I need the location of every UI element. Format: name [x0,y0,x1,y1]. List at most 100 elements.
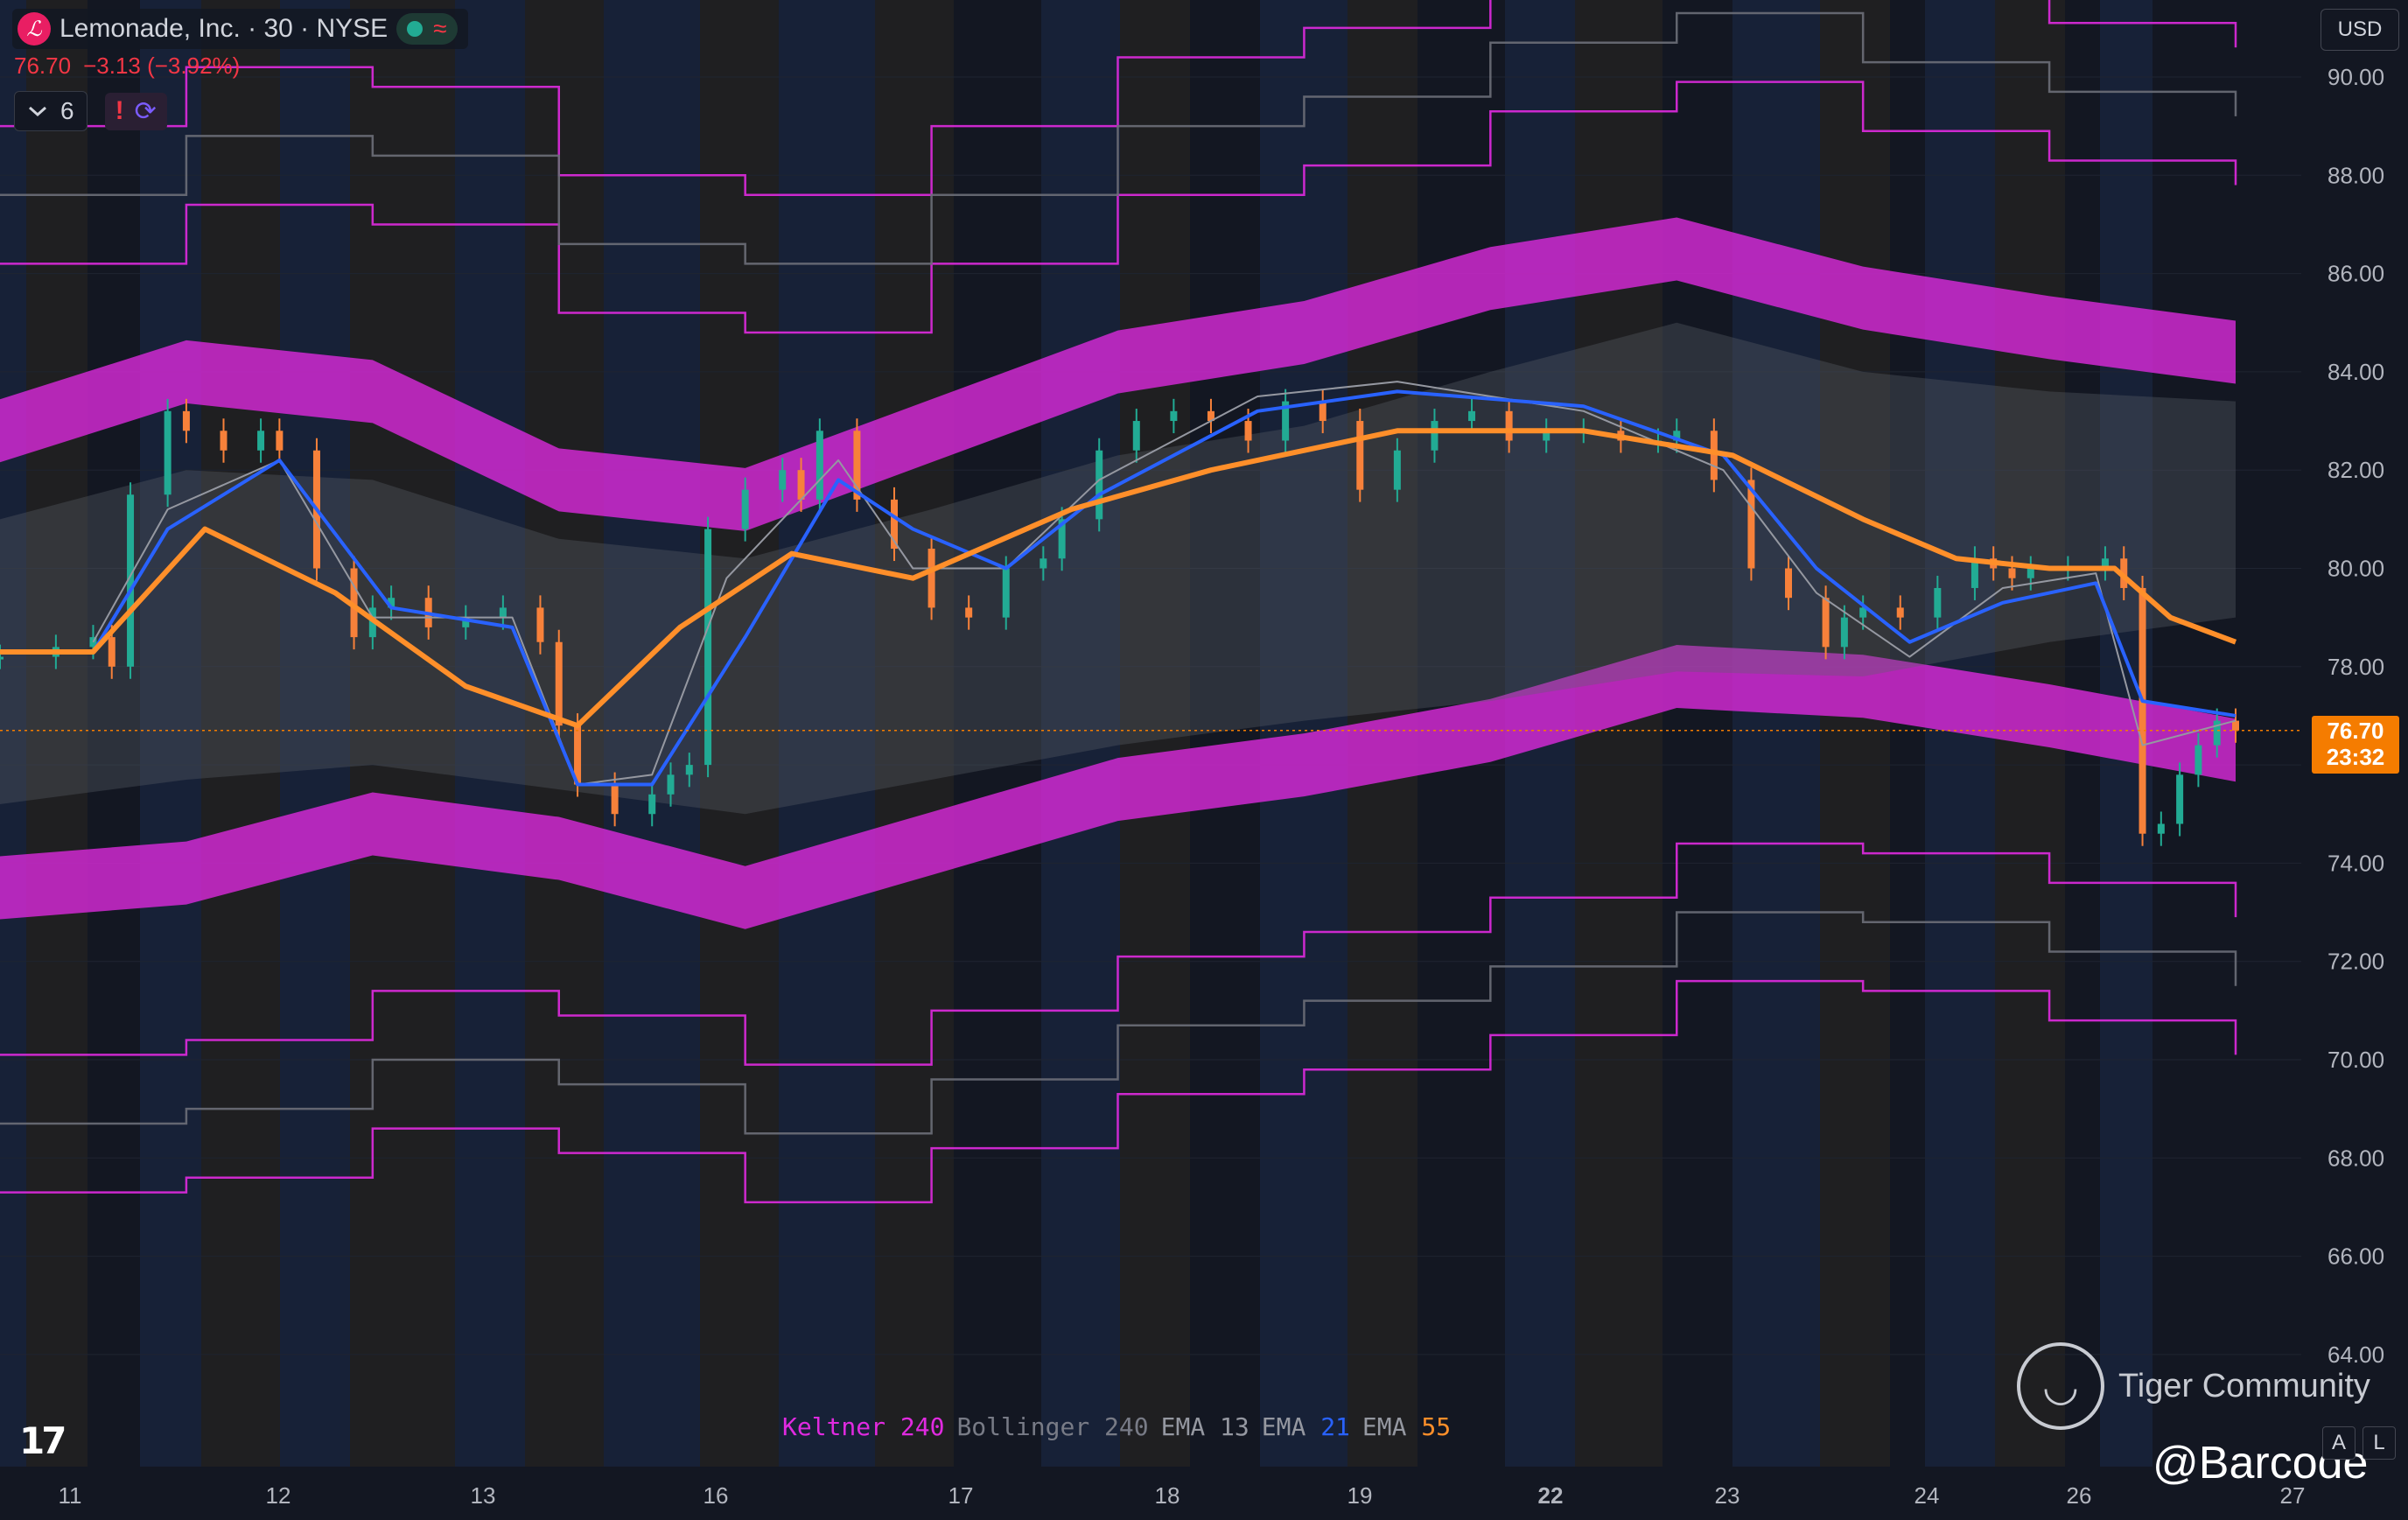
time-axis-background [0,1467,2408,1520]
time-tick-8: 23 [1715,1482,1740,1509]
legend-item-2[interactable]: EMA 13 [1161,1412,1250,1441]
candle-body-69 [2157,823,2165,834]
candle-body-42 [1319,401,1326,422]
time-tick-4: 17 [948,1482,974,1509]
candle-body-48 [1543,431,1550,441]
time-tick-1: 12 [266,1482,291,1509]
log-scale-button[interactable]: L [2362,1426,2396,1460]
candle-body-27 [797,470,805,500]
time-tick-6: 19 [1348,1482,1373,1509]
candle-body-36 [1096,450,1103,520]
candle-body-44 [1393,450,1401,490]
candle-body-63 [2008,568,2016,578]
time-tick-0: 11 [59,1482,82,1509]
price-tick-13: 64.00 [2328,1341,2384,1368]
tradingview-logo-icon[interactable]: 17 [19,1419,66,1462]
candle-body-52 [1673,431,1681,441]
candle-body-73 [2232,720,2239,731]
watermark-brand: Tiger Community [2118,1367,2370,1404]
price-tick-11: 68.00 [2328,1145,2384,1171]
candle-body-37 [1132,421,1140,451]
candle-body-11 [350,568,358,638]
candle-body-68 [2138,587,2146,834]
candle-body-33 [1002,568,1010,618]
candle-body-41 [1282,401,1290,441]
price-tick-2: 86.00 [2328,261,2384,287]
legend-item-0[interactable]: Keltner 240 [782,1412,944,1441]
candle-body-4 [127,494,135,667]
candle-body-29 [853,431,861,500]
market-status-pill[interactable]: ≈ [396,13,458,45]
candle-body-47 [1505,410,1513,441]
legend-name: EMA [1160,1412,1206,1441]
candle-body-19 [574,725,582,785]
legend-item-4[interactable]: EMA 55 [1362,1412,1451,1441]
session-band-1 [26,0,88,1467]
legend-name: Keltner [782,1412,886,1441]
legend-name: Bollinger [956,1412,1090,1441]
price-tick-12: 66.00 [2328,1243,2384,1270]
alert-warning-icon[interactable]: ! [115,96,124,125]
candle-body-64 [2026,568,2034,578]
market-open-dot-icon [407,21,424,37]
legend-param: 21 [1306,1412,1350,1441]
candle-body-7 [220,431,228,451]
keltner-lower-fill [0,645,2236,929]
legend-param: 13 [1205,1412,1250,1441]
alerts-group[interactable]: ! ⟳ [104,92,167,130]
legend-item-1[interactable]: Bollinger 240 [956,1412,1148,1441]
price-tick-1: 88.00 [2328,162,2384,188]
candle-body-35 [1058,519,1066,559]
session-band-13 [1120,0,1190,1467]
session-band-6 [455,0,525,1467]
candle-body-13 [388,598,396,608]
candle-body-54 [1747,480,1755,569]
candle-body-61 [1970,558,1978,588]
session-band-5 [350,0,455,1467]
price-tick-3: 84.00 [2328,359,2384,385]
candle-body-0 [0,656,4,660]
candle-body-46 [1468,410,1476,422]
candle-body-34 [1040,558,1047,569]
session-band-18 [1732,0,1820,1467]
price-tick-0: 90.00 [2328,64,2384,90]
candle-body-25 [741,489,749,529]
candle-body-40 [1244,421,1252,441]
session-band-12 [1041,0,1120,1467]
session-band-0 [0,0,26,1467]
candle-body-18 [555,641,563,726]
quote-price: 76.70 [14,53,72,79]
bar-countdown: 23:32 [2326,744,2385,770]
candle-body-58 [1859,607,1867,618]
legend-param: 240 [886,1412,945,1441]
sync-icon[interactable]: ⟳ [134,96,157,126]
candle-body-8 [257,431,265,451]
time-tick-3: 16 [704,1482,729,1509]
symbol-header[interactable]: ℒ Lemonade, Inc. · 30 · NYSE ≈ [12,9,468,49]
bollinger-outer-lower [0,911,2237,1135]
candle-body-71 [2194,745,2202,775]
candle-body-17 [536,607,544,642]
candle-body-55 [1785,568,1792,599]
legend-param: 240 [1089,1412,1149,1441]
legend-item-3[interactable]: EMA 21 [1262,1412,1350,1441]
currency-button[interactable]: USD [2320,9,2399,51]
indicators-toggle-button[interactable]: 6 [14,91,88,131]
session-band-2 [140,0,201,1467]
candle-body-32 [965,607,973,618]
legend-name: EMA [1261,1412,1306,1441]
candle-body-66 [2101,558,2109,569]
candle-body-26 [779,470,787,490]
bollinger-outer-upper [0,11,2237,265]
time-tick-2: 13 [471,1482,496,1509]
auto-scale-button[interactable]: A [2322,1426,2356,1460]
candle-body-45 [1431,421,1438,451]
candle-body-24 [704,529,712,766]
time-tick-9: 24 [1914,1482,1940,1509]
candle-body-43 [1356,421,1364,490]
symbol-title[interactable]: Lemonade, Inc. · 30 · NYSE [60,14,388,43]
candle-body-20 [611,784,619,815]
indicator-toolbar: 6 ! ⟳ [14,91,167,131]
candle-body-60 [1934,587,1942,618]
